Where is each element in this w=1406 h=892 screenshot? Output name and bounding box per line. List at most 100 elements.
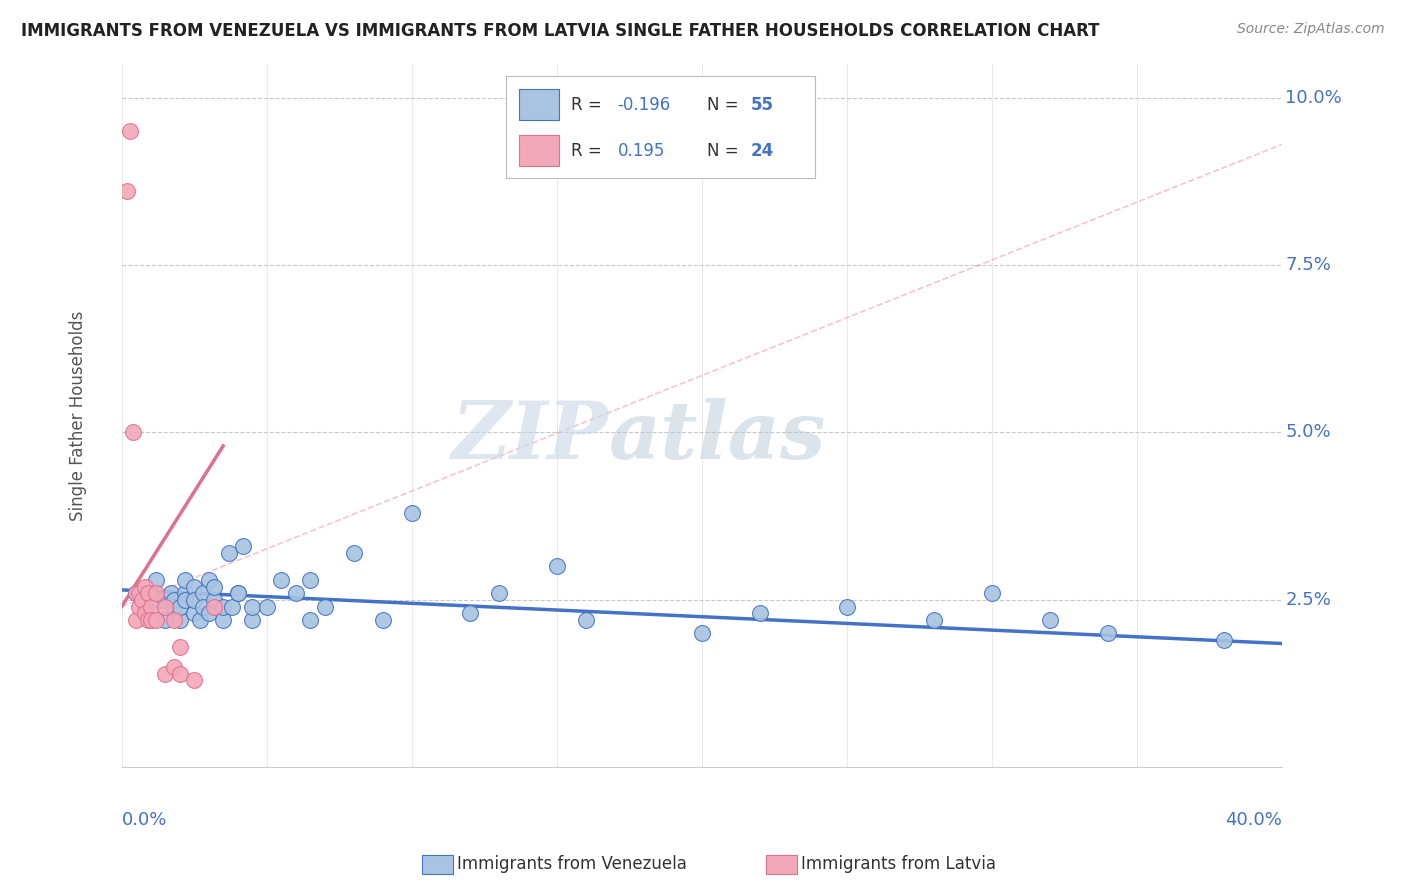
Point [188, 613, 211, 627]
Point [148, 593, 170, 607]
Text: 0.0%: 0.0% [122, 811, 167, 829]
Point [169, 599, 191, 614]
Point [371, 613, 394, 627]
Point [204, 599, 226, 614]
Text: Single Father Households: Single Father Households [69, 310, 87, 521]
Point [191, 586, 214, 600]
Point [145, 613, 167, 627]
Point [748, 607, 770, 621]
Point [183, 593, 205, 607]
Point [458, 607, 481, 621]
Point [169, 640, 191, 654]
Text: R =: R = [571, 95, 607, 113]
Point [153, 599, 176, 614]
Text: 55: 55 [751, 95, 773, 113]
Point [212, 599, 235, 614]
Point [145, 586, 167, 600]
Point [980, 586, 1002, 600]
Text: 5.0%: 5.0% [1285, 424, 1331, 442]
Point [153, 613, 176, 627]
Point [343, 546, 366, 560]
Point [169, 613, 191, 627]
Point [488, 586, 510, 600]
Point [163, 593, 186, 607]
Point [256, 599, 278, 614]
Point [204, 580, 226, 594]
Text: 0.195: 0.195 [617, 142, 665, 160]
Point [191, 599, 214, 614]
Point [284, 586, 307, 600]
Point [153, 666, 176, 681]
Point [174, 593, 197, 607]
Point [139, 613, 162, 627]
Bar [519, 89, 558, 120]
Point [690, 626, 713, 640]
Point [134, 599, 156, 614]
Point [174, 586, 197, 600]
Text: Immigrants from Venezuela: Immigrants from Venezuela [457, 855, 686, 873]
Point [575, 613, 598, 627]
Point [299, 613, 322, 627]
Text: 10.0%: 10.0% [1285, 88, 1341, 106]
Point [204, 593, 226, 607]
Point [139, 599, 162, 614]
Point [145, 573, 167, 587]
Point [240, 613, 263, 627]
Point [128, 586, 150, 600]
Point [125, 586, 148, 600]
Text: ZIP: ZIP [451, 398, 609, 475]
Point [197, 607, 219, 621]
Point [136, 613, 159, 627]
Point [221, 599, 243, 614]
Point [128, 599, 150, 614]
Point [1097, 626, 1119, 640]
Text: atlas: atlas [609, 398, 827, 475]
Point [197, 573, 219, 587]
Text: 24: 24 [751, 142, 773, 160]
Text: IMMIGRANTS FROM VENEZUELA VS IMMIGRANTS FROM LATVIA SINGLE FATHER HOUSEHOLDS COR: IMMIGRANTS FROM VENEZUELA VS IMMIGRANTS … [21, 22, 1099, 40]
Point [183, 673, 205, 688]
Point [226, 586, 249, 600]
Point [169, 666, 191, 681]
Point [160, 586, 183, 600]
Point [134, 607, 156, 621]
Text: Source: ZipAtlas.com: Source: ZipAtlas.com [1237, 22, 1385, 37]
Point [117, 185, 139, 199]
Point [139, 593, 162, 607]
Bar [519, 136, 558, 166]
Point [401, 506, 423, 520]
Text: 2.5%: 2.5% [1285, 591, 1331, 609]
Text: 40.0%: 40.0% [1225, 811, 1282, 829]
Point [183, 607, 205, 621]
Point [212, 613, 235, 627]
Point [1212, 633, 1234, 648]
Point [163, 599, 186, 614]
Text: Immigrants from Latvia: Immigrants from Latvia [801, 855, 997, 873]
Point [922, 613, 945, 627]
Point [163, 660, 186, 674]
Point [136, 586, 159, 600]
Point [218, 546, 240, 560]
Point [122, 425, 145, 440]
Point [835, 599, 858, 614]
Point [314, 599, 336, 614]
Text: N =: N = [707, 95, 744, 113]
Point [125, 586, 148, 600]
Text: N =: N = [707, 142, 744, 160]
Point [163, 613, 186, 627]
Point [134, 580, 156, 594]
Text: 7.5%: 7.5% [1285, 256, 1331, 274]
Text: R =: R = [571, 142, 613, 160]
Point [120, 124, 142, 138]
Point [1039, 613, 1062, 627]
Point [546, 559, 568, 574]
Point [226, 586, 249, 600]
Text: -0.196: -0.196 [617, 95, 671, 113]
Point [174, 573, 197, 587]
Point [183, 580, 205, 594]
Point [131, 593, 153, 607]
Point [232, 540, 254, 554]
Point [153, 593, 176, 607]
Point [299, 573, 322, 587]
Point [270, 573, 292, 587]
